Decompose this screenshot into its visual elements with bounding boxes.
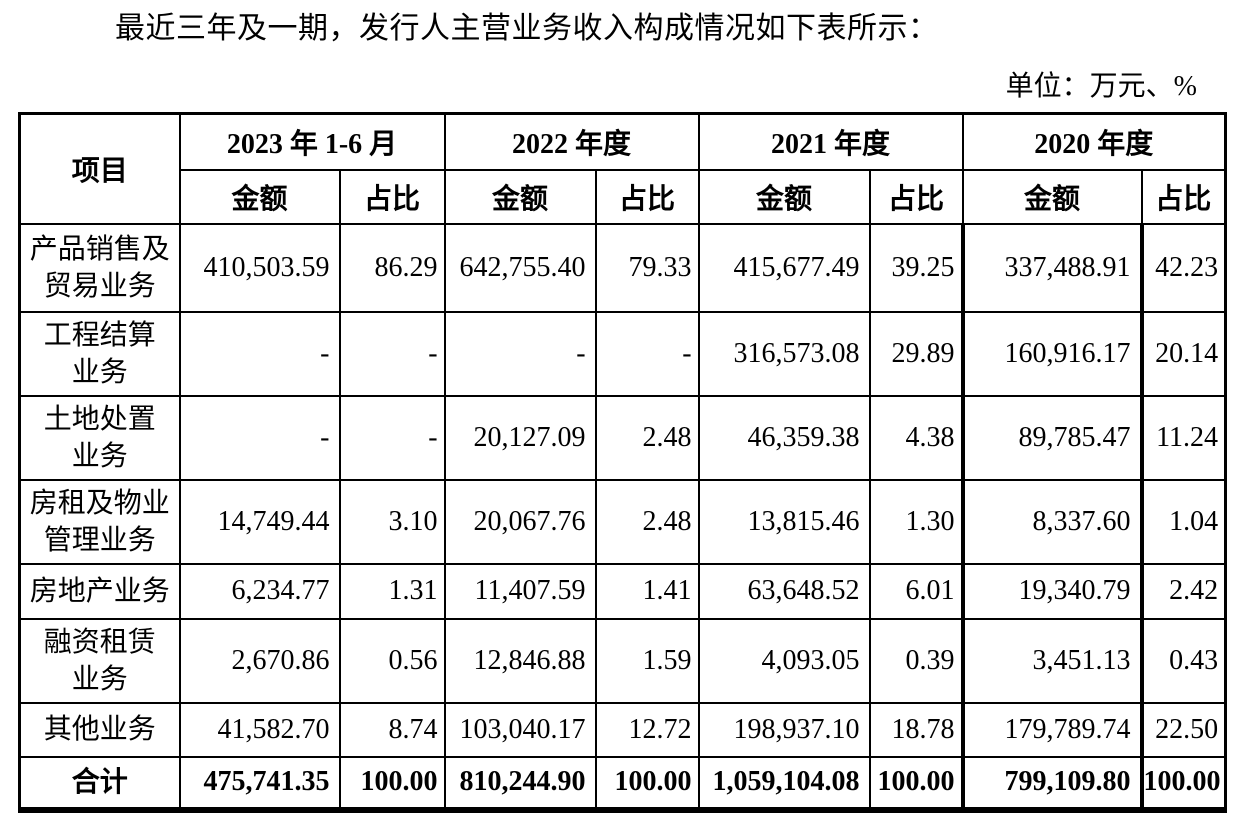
amount-cell: - [178, 394, 341, 481]
ratio-cell: 79.33 [594, 222, 700, 313]
amount-cell: 4,093.05 [697, 617, 871, 704]
amount-cell: 642,755.40 [443, 222, 597, 313]
ratio-cell: 2.48 [594, 394, 700, 481]
ratio-cell: 42.23 [1140, 222, 1227, 313]
amount-cell: 63,648.52 [697, 562, 871, 620]
amount-cell: 316,573.08 [697, 310, 871, 397]
ratio-cell: 1.04 [1140, 478, 1227, 565]
amount-cell: 20,127.09 [443, 394, 597, 481]
ratio-cell: 8.74 [338, 701, 446, 758]
revenue-composition-table: 项目 2023 年 1-6 月 2022 年度 2021 年度 2020 年度 … [18, 112, 1228, 813]
ratio-cell: 12.72 [594, 701, 700, 758]
amount-cell: 103,040.17 [443, 701, 597, 758]
period-header-2020: 2020 年度 [961, 112, 1227, 171]
amount-cell: - [178, 310, 341, 397]
ratio-cell: 3.10 [338, 478, 446, 565]
table-row: 产品销售及 贸易业务 410,503.59 86.29 642,755.40 7… [18, 222, 1227, 313]
table-row: 土地处置 业务 - - 20,127.09 2.48 46,359.38 4.3… [18, 394, 1227, 481]
ratio-cell: 1.41 [594, 562, 700, 620]
amount-cell: 11,407.59 [443, 562, 597, 620]
period-header-2022: 2022 年度 [443, 112, 700, 171]
ratio-cell: - [338, 310, 446, 397]
ratio-header: 占比 [1140, 168, 1227, 225]
ratio-cell: 1.59 [594, 617, 700, 704]
amount-cell: 337,488.91 [960, 222, 1144, 313]
ratio-cell: 100.00 [338, 755, 446, 813]
ratio-header: 占比 [338, 168, 446, 225]
intro-paragraph: 最近三年及一期，发行人主营业务收入构成情况如下表所示： [115, 12, 939, 45]
table-row: 房租及物业 管理业务 14,749.44 3.10 20,067.76 2.48… [18, 478, 1227, 565]
ratio-cell: 22.50 [1140, 701, 1227, 758]
amount-cell: 89,785.47 [960, 394, 1144, 481]
amount-cell: 415,677.49 [697, 222, 871, 313]
amount-cell: 14,749.44 [178, 478, 341, 565]
amount-header: 金额 [697, 168, 871, 225]
table-row: 工程结算 业务 - - - - 316,573.08 29.89 160,916… [18, 310, 1227, 397]
amount-cell: 179,789.74 [960, 701, 1144, 758]
amount-cell: 410,503.59 [178, 222, 341, 313]
item-cell: 工程结算 业务 [18, 310, 181, 397]
item-cell: 房租及物业 管理业务 [18, 478, 181, 565]
header-row-periods: 项目 2023 年 1-6 月 2022 年度 2021 年度 2020 年度 [18, 112, 1227, 225]
amount-cell: 810,244.90 [443, 755, 597, 813]
period-header-2021: 2021 年度 [697, 112, 964, 171]
ratio-cell: 1.30 [868, 478, 964, 565]
amount-header: 金额 [443, 168, 597, 225]
total-row: 合计 475,741.35 100.00 810,244.90 100.00 1… [18, 755, 1227, 813]
ratio-cell: 100.00 [1140, 755, 1227, 813]
item-column-header: 项目 [18, 112, 181, 225]
item-cell: 融资租赁 业务 [18, 617, 181, 704]
ratio-cell: 4.38 [868, 394, 964, 481]
ratio-cell: - [594, 310, 700, 397]
item-cell: 土地处置 业务 [18, 394, 181, 481]
ratio-cell: 29.89 [868, 310, 964, 397]
table-row: 融资租赁 业务 2,670.86 0.56 12,846.88 1.59 4,0… [18, 617, 1227, 704]
amount-cell: 8,337.60 [960, 478, 1144, 565]
period-header-2023h1: 2023 年 1-6 月 [178, 112, 446, 171]
amount-cell: 198,937.10 [697, 701, 871, 758]
amount-cell: 3,451.13 [960, 617, 1144, 704]
ratio-cell: 2.48 [594, 478, 700, 565]
amount-header: 金额 [961, 168, 1143, 225]
item-cell: 产品销售及 贸易业务 [18, 222, 181, 313]
ratio-cell: 20.14 [1140, 310, 1227, 397]
ratio-cell: 100.00 [594, 755, 700, 813]
table-row: 其他业务 41,582.70 8.74 103,040.17 12.72 198… [18, 701, 1227, 758]
table-row: 房地产业务 6,234.77 1.31 11,407.59 1.41 63,64… [18, 562, 1227, 620]
ratio-cell: 100.00 [868, 755, 964, 813]
header-row-measures: 金额 占比 金额 占比 金额 占比 金额 占比 [20, 168, 1227, 225]
amount-cell: - [443, 310, 597, 397]
amount-cell: 160,916.17 [960, 310, 1144, 397]
amount-cell: 19,340.79 [960, 562, 1144, 620]
amount-cell: 6,234.77 [178, 562, 341, 620]
ratio-cell: 1.31 [338, 562, 446, 620]
ratio-cell: 0.56 [338, 617, 446, 704]
amount-cell: 2,670.86 [178, 617, 341, 704]
ratio-cell: 39.25 [868, 222, 964, 313]
ratio-cell: 11.24 [1140, 394, 1227, 481]
unit-label: 单位：万元、% [1005, 71, 1197, 102]
ratio-cell: 0.43 [1140, 617, 1227, 704]
ratio-cell: 0.39 [868, 617, 964, 704]
ratio-cell: 86.29 [338, 222, 446, 313]
ratio-cell: 18.78 [868, 701, 964, 758]
amount-cell: 475,741.35 [178, 755, 341, 813]
amount-cell: 41,582.70 [178, 701, 341, 758]
amount-cell: 20,067.76 [443, 478, 597, 565]
ratio-cell: - [338, 394, 446, 481]
item-cell: 房地产业务 [18, 562, 181, 620]
amount-cell: 46,359.38 [697, 394, 871, 481]
amount-header: 金额 [178, 168, 341, 225]
ratio-cell: 6.01 [868, 562, 964, 620]
item-cell: 其他业务 [18, 701, 181, 758]
amount-cell: 1,059,104.08 [697, 755, 871, 813]
amount-cell: 13,815.46 [697, 478, 871, 565]
amount-cell: 799,109.80 [960, 755, 1144, 813]
amount-cell: 12,846.88 [443, 617, 597, 704]
ratio-header: 占比 [868, 168, 964, 225]
ratio-header: 占比 [594, 168, 700, 225]
ratio-cell: 2.42 [1140, 562, 1227, 620]
total-label-cell: 合计 [18, 755, 181, 813]
